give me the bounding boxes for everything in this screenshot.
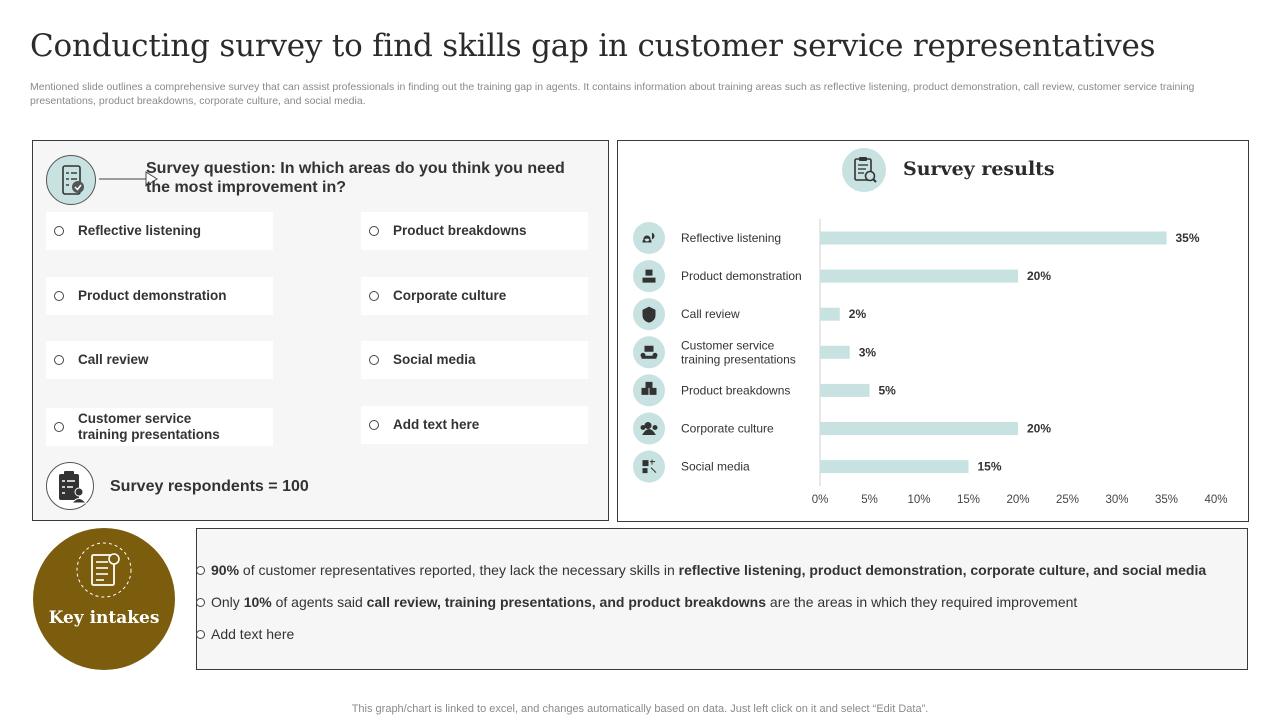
presentation-icon	[633, 336, 665, 369]
presentation-icon-glyph	[640, 345, 658, 359]
value-label: 3%	[859, 345, 877, 359]
page-subtitle: Mentioned slide outlines a comprehensive…	[30, 81, 1195, 107]
option-label: Corporate culture	[393, 288, 507, 303]
listening-icon-glyph	[642, 232, 655, 243]
bullet-percentage: 90%	[211, 562, 240, 578]
bar	[820, 307, 840, 321]
x-tick-label: 30%	[1105, 494, 1128, 506]
option-reflective-listening[interactable]: Reflective listening	[46, 212, 273, 250]
page-title: Conducting survey to find skills gap in …	[30, 28, 1156, 64]
bullet-dot	[196, 630, 205, 639]
option-label: Call review	[78, 352, 149, 367]
bullet-text: of agents said	[271, 594, 367, 610]
clipboard-user-icon	[46, 462, 94, 510]
category-label: Reflective listening	[681, 231, 781, 245]
x-tick-label: 25%	[1056, 494, 1079, 506]
x-tick-label: 0%	[812, 494, 829, 506]
category-label: Social media	[681, 460, 750, 474]
bullet-suffix: are the areas in which they required imp…	[766, 594, 1078, 610]
value-label: 2%	[849, 307, 867, 321]
option-product-demonstration[interactable]: Product demonstration	[46, 277, 273, 315]
x-tick-label: 15%	[957, 494, 980, 506]
mobile-checklist-icon	[46, 155, 96, 205]
x-tick-label: 5%	[861, 494, 878, 506]
option-label: Product demonstration	[78, 288, 227, 303]
category-label: Customer service training presentations	[681, 338, 796, 366]
footer-note: This graph/chart is linked to excel, and…	[351, 703, 929, 715]
radio-icon[interactable]	[54, 226, 64, 236]
bullet-bold-text: call review, training presentations, and…	[366, 594, 767, 610]
bullet-bold-text: reflective listening, product demonstrat…	[678, 562, 1207, 578]
bar	[820, 269, 1018, 283]
key-intake-bullet-2: Only 10% of agents said call review, tra…	[196, 594, 1077, 610]
x-tick-label: 35%	[1155, 494, 1178, 506]
bar	[820, 383, 870, 397]
call-review-icon-glyph	[642, 306, 656, 323]
bar	[820, 422, 1018, 435]
x-tick-label: 40%	[1204, 494, 1227, 506]
radio-icon[interactable]	[54, 355, 64, 365]
bar	[820, 231, 1167, 245]
value-label: 15%	[978, 460, 1002, 474]
survey-respondents: Survey respondents = 100	[110, 478, 309, 495]
category-label: Call review	[681, 307, 740, 321]
option-social-media[interactable]: Social media	[361, 341, 588, 379]
culture-icon-glyph	[640, 422, 658, 435]
radio-icon[interactable]	[369, 420, 379, 430]
breakdown-icon	[633, 374, 665, 407]
social-media-icon	[633, 450, 665, 483]
value-label: 35%	[1176, 231, 1200, 245]
bullet-percentage: 10%	[243, 594, 272, 610]
option-label: Reflective listening	[78, 223, 202, 238]
option-label: Social media	[393, 352, 476, 367]
bullet-text: Add text here	[211, 626, 295, 642]
bullet-dot	[196, 598, 205, 607]
option-label: Add text here	[393, 417, 480, 432]
arrow-right-icon	[99, 171, 158, 187]
social-media-icon-glyph	[642, 459, 657, 474]
bar	[820, 345, 850, 359]
bullet-prefix: Only	[211, 594, 244, 610]
survey-results-panel: Survey results Reflective listening 35% Pr…	[617, 140, 1249, 522]
breakdown-icon-glyph	[641, 381, 657, 395]
category-label: Product breakdowns	[681, 383, 790, 397]
value-label: 20%	[1027, 422, 1051, 436]
document-idea-icon	[76, 542, 132, 598]
radio-icon[interactable]	[369, 226, 379, 236]
option-corporate-culture[interactable]: Corporate culture	[361, 277, 588, 315]
survey-question-panel: Survey question: In which areas do you t…	[32, 140, 609, 521]
value-label: 20%	[1027, 269, 1051, 283]
demonstration-icon	[633, 260, 665, 293]
option-label: Product breakdowns	[393, 223, 527, 238]
survey-question: Survey question: In which areas do you t…	[146, 160, 565, 196]
option-label: Customer service training presentations	[78, 411, 220, 442]
option-call-review[interactable]: Call review	[46, 341, 273, 379]
radio-icon[interactable]	[369, 291, 379, 301]
x-tick-label: 20%	[1006, 494, 1029, 506]
bar	[820, 460, 969, 474]
bullet-dot	[196, 566, 205, 575]
survey-results-chart: Reflective listening 35% Product demonstra…	[633, 219, 1228, 506]
category-label: Corporate culture	[681, 422, 774, 436]
radio-icon[interactable]	[54, 422, 64, 432]
clipboard-search-icon	[842, 148, 886, 192]
option-add-text[interactable]: Add text here	[361, 406, 588, 444]
radio-icon[interactable]	[54, 291, 64, 301]
key-intakes-badge: Key intakes	[33, 528, 175, 670]
key-intakes-title: Key intakes	[48, 608, 160, 628]
bullet-text: of customer representatives reported, th…	[239, 562, 679, 578]
x-tick-label: 10%	[907, 494, 930, 506]
option-product-breakdowns[interactable]: Product breakdowns	[361, 212, 588, 250]
option-customer-service-training[interactable]: Customer service training presentations	[46, 408, 273, 446]
radio-icon[interactable]	[369, 355, 379, 365]
value-label: 5%	[879, 383, 897, 397]
key-intake-bullet-3: Add text here	[196, 626, 294, 642]
survey-results-title: Survey results	[903, 158, 1055, 180]
category-label: Product demonstration	[681, 269, 802, 283]
key-intake-bullet-1: 90% of customer representatives reported…	[196, 562, 1206, 578]
demonstration-icon-glyph	[642, 269, 656, 283]
key-intakes-panel	[196, 528, 1248, 670]
